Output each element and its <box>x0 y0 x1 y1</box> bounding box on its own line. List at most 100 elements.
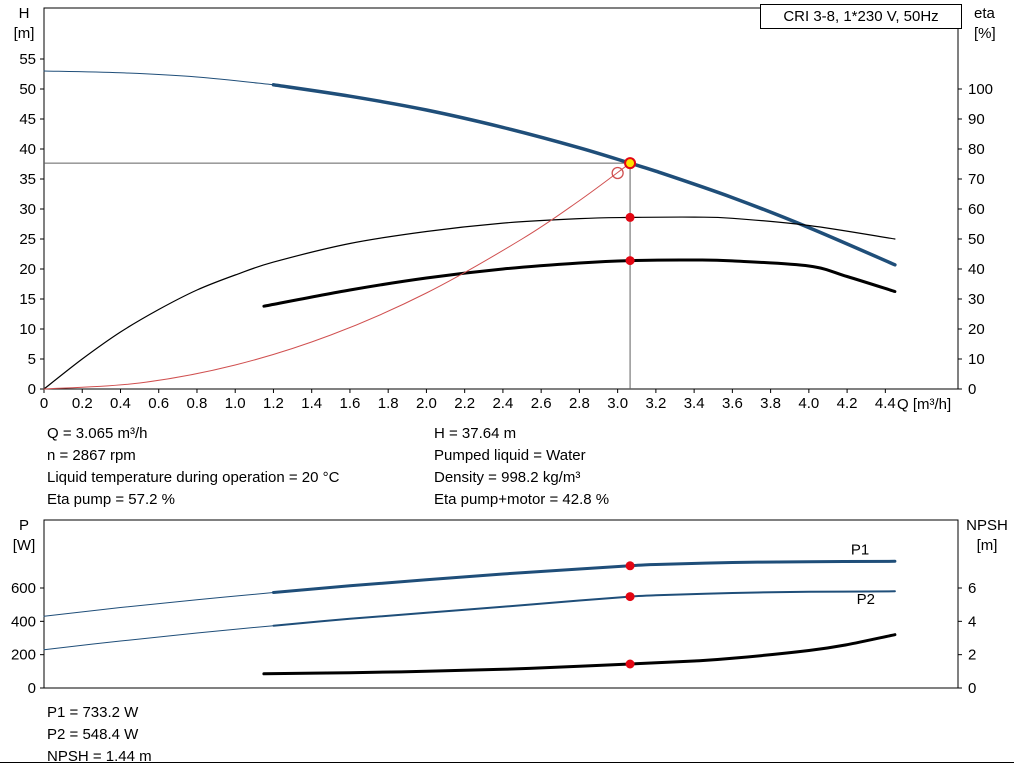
curve-label-p2: P2 <box>857 591 875 608</box>
curve-p2 <box>272 590 896 627</box>
info-flow: Q = 3.065 m³/h <box>47 425 148 442</box>
info-npsh: NPSH = 1.44 m <box>47 748 152 765</box>
top-x-tick-label: 0.2 <box>72 395 93 412</box>
top-x-tick-label: 3.6 <box>722 395 743 412</box>
top-x-tick-label: 0.8 <box>187 395 208 412</box>
top-left-tick-label: 50 <box>19 81 36 98</box>
top-right-tick-label: 10 <box>968 351 985 368</box>
top-left-tick-label: 55 <box>19 51 36 68</box>
info-liquid-temperature: Liquid temperature during operation = 20… <box>47 469 340 486</box>
duty-info-right: H = 37.64 m Pumped liquid = Water Densit… <box>434 423 609 511</box>
top-right-tick-label: 50 <box>968 231 985 248</box>
info-p1: P1 = 733.2 W <box>47 704 139 721</box>
power-info-panel: P1 = 733.2 W P2 = 548.4 W NPSH = 1.44 m <box>47 702 152 768</box>
operating-value-dot <box>625 592 635 602</box>
bottom-right-tick-label: 4 <box>968 613 976 630</box>
top-left-tick-label: 5 <box>28 351 36 368</box>
top-x-tick-label: 2.4 <box>492 395 513 412</box>
chart-title-box: CRI 3-8, 1*230 V, 50Hz <box>760 4 962 29</box>
top-left-tick-label: 40 <box>19 141 36 158</box>
top-left-tick-label: 15 <box>19 291 36 308</box>
top-x-tick-label: 4.0 <box>798 395 819 412</box>
top-left-tick-label: 45 <box>19 111 36 128</box>
info-p2: P2 = 548.4 W <box>47 726 139 743</box>
top-right-tick-label: 80 <box>968 141 985 158</box>
top-x-tick-label: 1.4 <box>301 395 322 412</box>
info-pumped-liquid: Pumped liquid = Water <box>434 447 586 464</box>
h-axis-label: H [m] <box>8 4 40 44</box>
curve-eta-pump+motor <box>262 258 897 308</box>
top-right-tick-label: 20 <box>968 321 985 338</box>
top-left-tick-label: 10 <box>19 321 36 338</box>
eta-axis-name: eta <box>974 5 995 22</box>
operating-point-marker[interactable] <box>624 157 637 170</box>
q-axis-label: Q [m³/h] <box>897 396 952 413</box>
top-x-tick-label: 0 <box>40 395 48 412</box>
bottom-right-tick-label: 6 <box>968 580 976 597</box>
info-eta-pump-motor: Eta pump+motor = 42.8 % <box>434 491 610 508</box>
top-x-tick-label: 4.2 <box>837 395 858 412</box>
curve-p1-lead <box>43 592 274 617</box>
bottom-right-tick-label: 2 <box>968 647 976 664</box>
top-right-tick-label: 70 <box>968 171 985 188</box>
bottom-chart-frame <box>43 519 959 689</box>
top-x-tick-label: 1.8 <box>378 395 399 412</box>
p-axis-name: P <box>18 517 29 534</box>
bottom-left-tick-label: 600 <box>11 580 36 597</box>
top-x-tick-label: 4.4 <box>875 395 896 412</box>
top-x-tick-label: 1.0 <box>225 395 246 412</box>
h-axis-unit: [m] <box>13 25 35 42</box>
bottom-right-tick-label: 0 <box>968 680 976 697</box>
curve-h-q-lead <box>43 70 274 86</box>
top-x-tick-label: 3.4 <box>684 395 705 412</box>
curve-h-q <box>271 83 897 267</box>
info-eta-pump: Eta pump = 57.2 % <box>47 491 175 508</box>
curve-p1 <box>272 559 897 594</box>
info-speed: n = 2867 rpm <box>47 447 136 464</box>
curve-system-curve <box>43 162 631 390</box>
eta-axis-unit: [%] <box>974 25 996 42</box>
top-x-tick-label: 3.8 <box>760 395 781 412</box>
curve-label-p1: P1 <box>851 542 869 559</box>
info-density: Density = 998.2 kg/m³ <box>434 469 581 486</box>
top-left-tick-label: 25 <box>19 231 36 248</box>
curve-p2-lead <box>43 625 274 651</box>
bottom-left-tick-label: 0 <box>28 680 36 697</box>
bottom-left-tick-label: 400 <box>11 613 36 630</box>
curve-eta-pump <box>43 216 896 390</box>
h-axis-name: H <box>18 5 30 22</box>
eta-axis-label: eta [%] <box>974 4 1018 44</box>
top-x-tick-label: 2.6 <box>531 395 552 412</box>
top-left-tick-label: 0 <box>28 381 36 398</box>
top-x-tick-label: 3.0 <box>607 395 628 412</box>
top-x-tick-label: 1.6 <box>340 395 361 412</box>
top-right-tick-label: 40 <box>968 261 985 278</box>
npsh-axis-unit: [m] <box>976 537 998 554</box>
npsh-axis-label: NPSH [m] <box>960 516 1014 556</box>
operating-value-dot <box>625 212 635 222</box>
top-x-tick-label: 3.2 <box>645 395 666 412</box>
p-axis-label: P [W] <box>8 516 40 556</box>
top-chart-frame <box>43 7 959 390</box>
top-x-tick-label: 2.2 <box>454 395 475 412</box>
top-x-tick-label: 0.4 <box>110 395 131 412</box>
top-x-tick-label: 0.6 <box>148 395 169 412</box>
p-axis-unit: [W] <box>12 537 36 554</box>
duty-info-left: Q = 3.065 m³/h n = 2867 rpm Liquid tempe… <box>47 423 339 511</box>
rated-duty-open-circle <box>611 166 624 180</box>
npsh-axis-name: NPSH <box>966 517 1008 534</box>
top-left-tick-label: 30 <box>19 201 36 218</box>
operating-value-dot <box>625 561 635 571</box>
top-x-tick-label: 2.8 <box>569 395 590 412</box>
top-right-tick-label: 30 <box>968 291 985 308</box>
top-right-tick-label: 0 <box>968 381 976 398</box>
top-right-tick-label: 100 <box>968 81 993 98</box>
bottom-left-tick-label: 200 <box>11 647 36 664</box>
info-head: H = 37.64 m <box>434 425 517 442</box>
operating-value-dot <box>625 659 635 669</box>
operating-value-dot <box>625 256 635 266</box>
top-right-tick-label: 90 <box>968 111 985 128</box>
top-left-tick-label: 20 <box>19 261 36 278</box>
